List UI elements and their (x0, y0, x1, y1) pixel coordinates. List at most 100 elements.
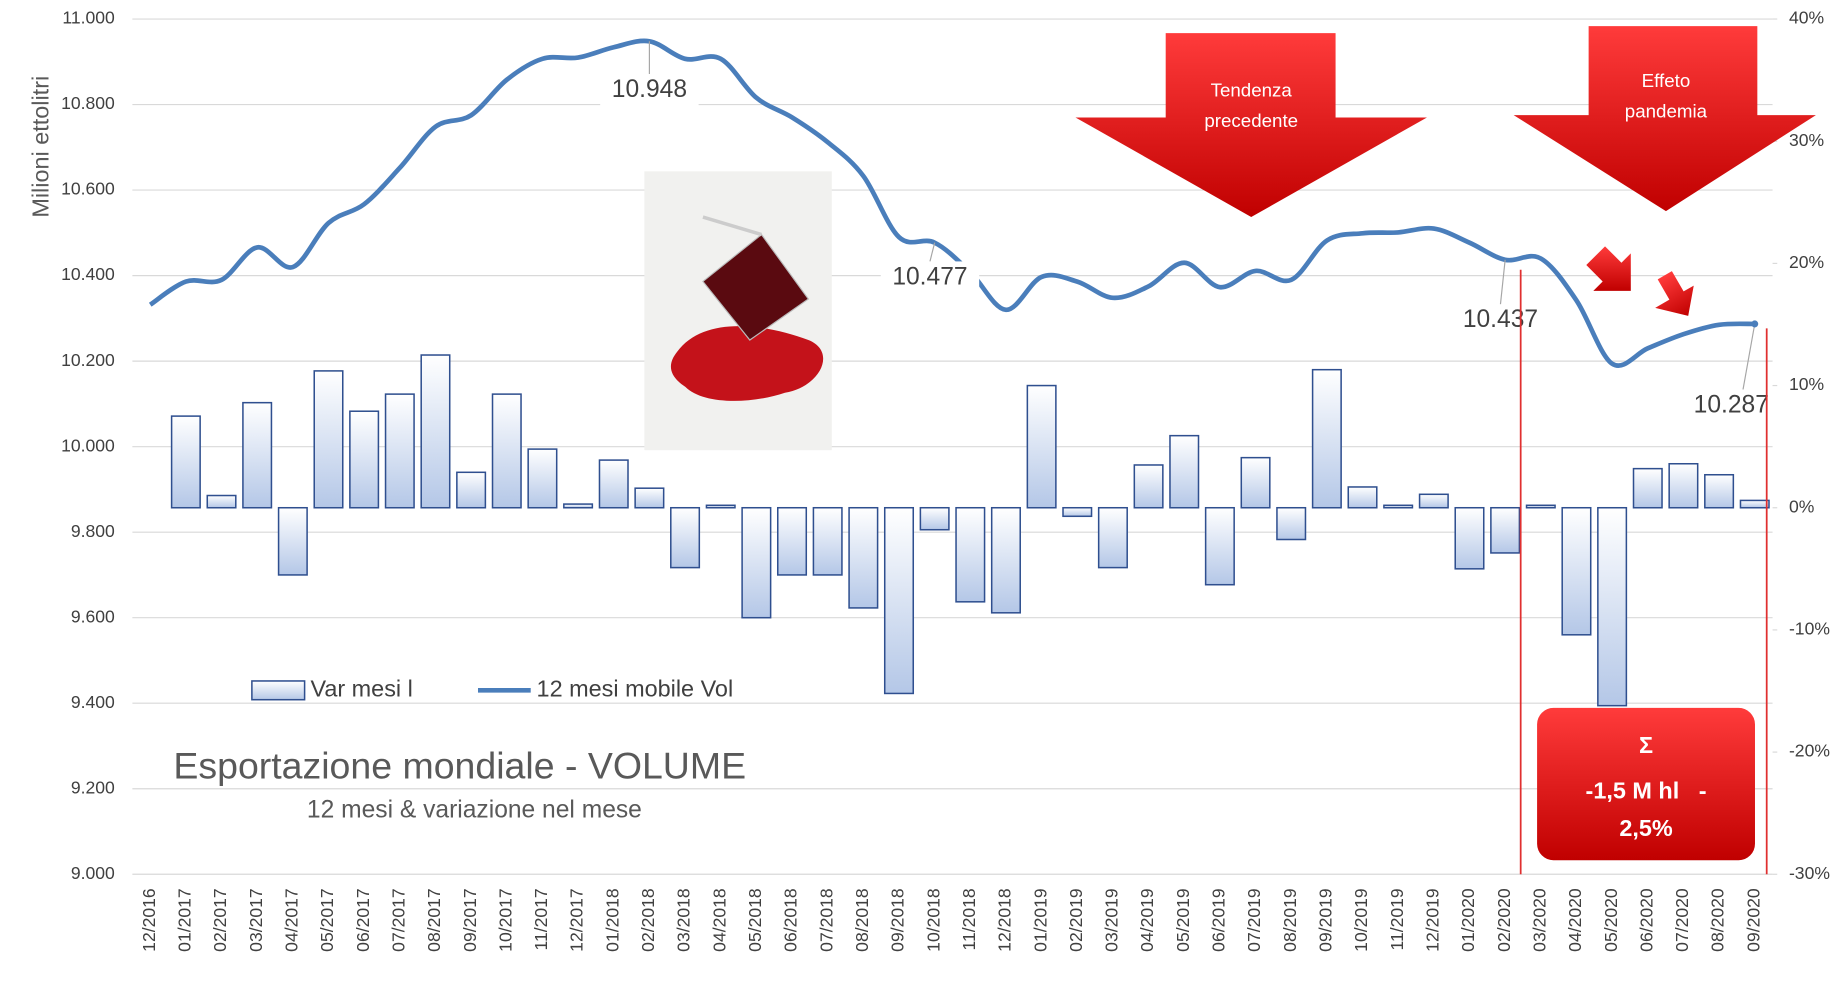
bar (1561, 506, 1592, 636)
x-tick-label: 09/2018 (888, 888, 908, 951)
bar (349, 410, 380, 509)
x-tick-label: 01/2018 (602, 888, 622, 951)
x-tick-label: 07/2018 (816, 888, 836, 951)
bar (1240, 456, 1271, 509)
data-label-bg (1451, 304, 1550, 338)
arrow (1075, 33, 1427, 218)
bar (1097, 506, 1128, 569)
bar (1632, 467, 1663, 509)
x-tick-label: 05/2017 (317, 888, 337, 951)
y2-tick-label: -30% (1789, 863, 1830, 883)
y-tick-label: 9.200 (71, 777, 115, 797)
x-tick-label: 11/2018 (959, 888, 979, 950)
x-tick-label: 12/2019 (1422, 888, 1442, 951)
bar (1383, 504, 1414, 509)
x-tick-label: 10/2019 (1351, 888, 1371, 951)
chart-subtitle: 12 mesi & variazione nel mese (307, 797, 642, 824)
x-tick-label: 04/2018 (709, 888, 729, 951)
bar (741, 506, 772, 619)
y-tick-label: 11.000 (62, 8, 115, 28)
y-tick-label: 10.800 (61, 93, 115, 113)
x-tick-label: 07/2020 (1672, 888, 1692, 952)
x-tick-label: 01/2020 (1458, 888, 1478, 952)
x-tick-label: 09/2020 (1743, 888, 1763, 952)
arrow-label: pandemia (1625, 101, 1708, 122)
x-tick-label: 05/2019 (1173, 888, 1193, 951)
x-tick-label: 03/2019 (1102, 888, 1122, 951)
x-tick-label: 12/2018 (995, 888, 1015, 951)
legend: Var mesi l 12 mesi mobile Vol (251, 676, 733, 702)
x-tick-label: 10/2017 (495, 888, 515, 951)
bar (812, 506, 843, 576)
summary-text: -1,5 M hl - (1586, 777, 1707, 803)
bar (1169, 434, 1200, 509)
data-label: 10.287 (1694, 391, 1769, 418)
x-tick-label: 12/2016 (139, 888, 159, 951)
data-label-bg (1682, 389, 1781, 423)
bar (670, 506, 701, 569)
bar (313, 370, 344, 509)
bar (384, 393, 415, 509)
x-tick-label: 07/2017 (388, 888, 408, 951)
summary-box (1537, 707, 1755, 861)
data-label-bg (600, 74, 699, 107)
x-tick-label: 03/2020 (1529, 888, 1549, 952)
bar (1668, 462, 1699, 509)
x-tick-label: 08/2018 (852, 888, 872, 951)
y2-tick-label: 40% (1789, 8, 1824, 28)
x-tick-label: 04/2019 (1137, 888, 1157, 951)
x-tick-label: 01/2017 (175, 888, 195, 951)
x-tick-label: 08/2020 (1708, 888, 1728, 952)
x-tick-label: 11/2017 (531, 888, 551, 950)
summary-text: 2,5% (1619, 815, 1673, 841)
line (148, 38, 1755, 368)
bar (1525, 504, 1556, 509)
data-label: 10.477 (892, 263, 967, 290)
y-tick-label: 9.000 (71, 863, 115, 883)
x-tick-label: 03/2018 (674, 888, 694, 951)
bar (242, 401, 273, 509)
bar (919, 506, 950, 531)
bar (206, 494, 237, 509)
bar (1347, 486, 1378, 509)
x-tick-label: 06/2017 (353, 888, 373, 951)
arrow (1513, 26, 1816, 212)
y-tick-label: 10.000 (61, 435, 115, 455)
data-label: 10.437 (1463, 306, 1538, 333)
bar (1597, 506, 1628, 707)
leader-line (929, 242, 936, 262)
bar (1062, 506, 1093, 518)
bar (883, 506, 915, 695)
legend-swatch (251, 680, 306, 701)
y-tick-label: 10.600 (61, 179, 115, 199)
bar (527, 448, 558, 509)
y-tick-label: 10.400 (61, 264, 115, 284)
grid: 9.000 9.200 9.400 9.600 9.800 10.000 10.200 10.… (61, 8, 1830, 952)
x-tick-label: 07/2019 (1244, 888, 1264, 951)
x-tick-label: 02/2017 (210, 888, 230, 951)
x-tick-label: 02/2018 (638, 888, 658, 951)
bar (1311, 368, 1342, 509)
bar (598, 459, 629, 509)
x-tick-label: 02/2020 (1494, 888, 1514, 952)
data-label: 10.948 (612, 76, 687, 103)
bar (848, 506, 879, 609)
bar (1454, 506, 1485, 570)
y2-tick-label: 0% (1789, 496, 1814, 516)
y-tick-label: 9.600 (71, 606, 115, 626)
end-marker (1751, 320, 1759, 328)
bar (456, 471, 487, 509)
bar (170, 415, 201, 509)
x-tick-label: 06/2020 (1636, 888, 1656, 952)
bar (1133, 464, 1164, 509)
legend-label: Var mesi l (310, 676, 412, 702)
x-tick-label: 09/2017 (460, 888, 480, 951)
bar (990, 506, 1021, 614)
bar (955, 506, 986, 603)
x-tick-label: 05/2018 (745, 888, 765, 951)
small-arrow (1655, 271, 1694, 316)
small-arrow (1586, 246, 1631, 291)
x-tick-label: 08/2017 (424, 888, 444, 951)
plot: 10.948 10.477 10.437 10.287 (148, 38, 1781, 707)
